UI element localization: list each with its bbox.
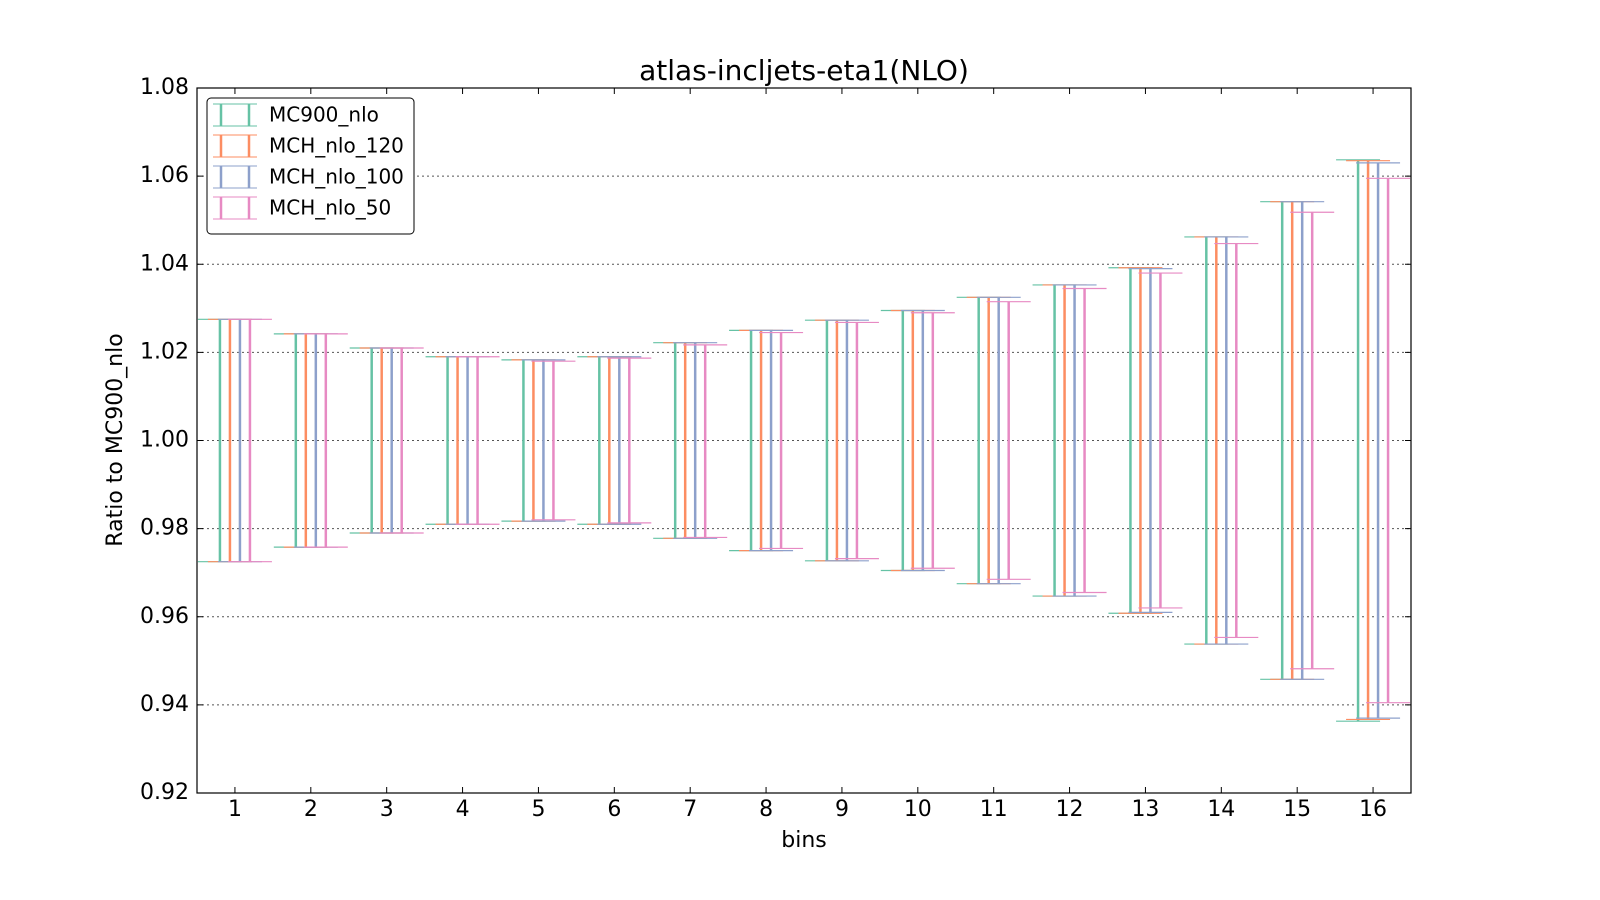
y-tick-label: 1.04 [140, 251, 189, 276]
y-tick-label: 1.06 [140, 163, 189, 188]
x-tick-label: 10 [904, 797, 932, 822]
x-tick-label: 8 [759, 797, 773, 822]
legend-label: MCH_nlo_120 [269, 134, 404, 158]
x-tick-label: 7 [683, 797, 697, 822]
legend-label: MC900_nlo [269, 103, 379, 127]
y-tick-label: 1.00 [140, 428, 189, 453]
legend-label: MCH_nlo_50 [269, 196, 391, 220]
y-tick-label: 1.02 [140, 339, 189, 364]
x-tick-label: 3 [380, 797, 394, 822]
x-tick-label: 14 [1207, 797, 1235, 822]
y-axis-label: Ratio to MC900_nlo [103, 333, 128, 546]
x-tick-label: 13 [1131, 797, 1159, 822]
x-tick-label: 1 [228, 797, 242, 822]
y-tick-label: 0.96 [140, 604, 189, 629]
y-tick-label: 0.98 [140, 516, 189, 541]
y-tick-label: 0.94 [140, 692, 189, 717]
x-tick-label: 6 [607, 797, 621, 822]
x-tick-label: 2 [304, 797, 318, 822]
y-tick-label: 1.08 [140, 75, 189, 100]
x-tick-label: 15 [1283, 797, 1311, 822]
x-tick-label: 9 [835, 797, 849, 822]
x-tick-label: 5 [531, 797, 545, 822]
y-tick-label: 0.92 [140, 780, 189, 805]
chart-title: atlas-incljets-eta1(NLO) [639, 54, 969, 87]
legend-label: MCH_nlo_100 [269, 165, 404, 189]
x-tick-label: 16 [1359, 797, 1387, 822]
plot-frame [196, 87, 1412, 794]
x-tick-label: 4 [456, 797, 470, 822]
x-axis-label: bins [781, 828, 826, 853]
legend-box [206, 97, 415, 235]
x-tick-label: 11 [980, 797, 1008, 822]
x-tick-label: 12 [1056, 797, 1084, 822]
